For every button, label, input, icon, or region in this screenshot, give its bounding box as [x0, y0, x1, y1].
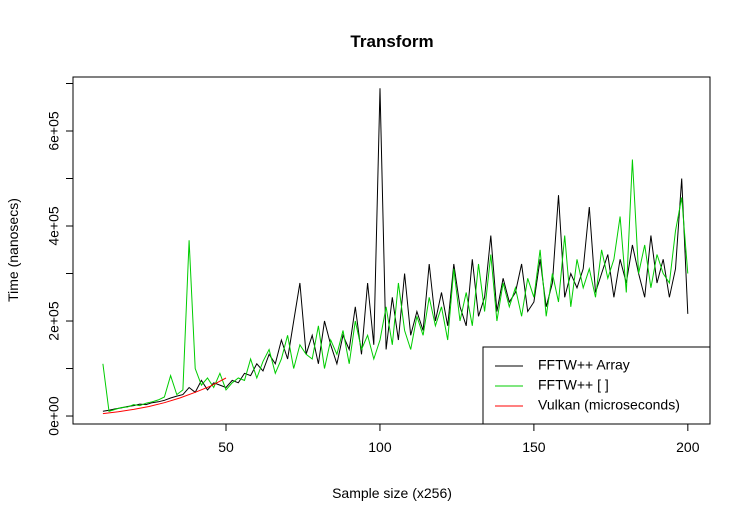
x-tick-label: 50 — [218, 439, 234, 455]
chart-title: Transform — [350, 32, 433, 51]
series-line — [102, 377, 227, 415]
y-tick-label: 4e+05 — [46, 206, 62, 246]
x-tick-label: 100 — [368, 439, 392, 455]
legend-label: FFTW++ [ ] — [538, 377, 609, 393]
plot-frame — [72, 76, 711, 425]
y-tick-label: 0e+00 — [46, 396, 62, 436]
x-tick-label: 150 — [522, 439, 546, 455]
y-tick-label: 2e+05 — [46, 301, 62, 341]
x-axis-label: Sample size (x256) — [332, 485, 452, 501]
legend-label: Vulkan (microseconds) — [538, 397, 680, 413]
y-tick-label: 6e+05 — [46, 111, 62, 151]
y-axis-label: Time (nanosecs) — [5, 198, 21, 302]
legend-label: FFTW++ Array — [538, 357, 630, 373]
x-tick-label: 200 — [676, 439, 700, 455]
series-line — [102, 159, 689, 412]
